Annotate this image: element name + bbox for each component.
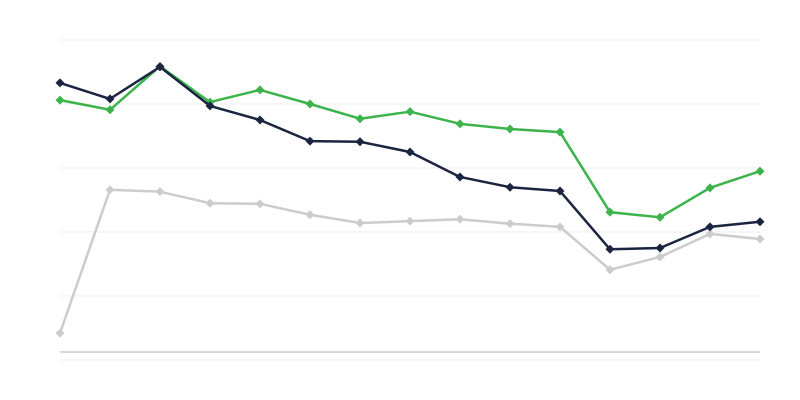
data-point[interactable] bbox=[255, 199, 265, 209]
data-point[interactable] bbox=[305, 210, 315, 220]
gridlines bbox=[60, 39, 760, 297]
data-point[interactable] bbox=[705, 229, 715, 239]
data-point[interactable] bbox=[305, 136, 315, 146]
data-point[interactable] bbox=[355, 218, 365, 228]
data-point[interactable] bbox=[55, 95, 65, 105]
data-point[interactable] bbox=[505, 219, 515, 229]
data-point[interactable] bbox=[405, 107, 415, 117]
series-3 bbox=[55, 62, 765, 254]
data-point[interactable] bbox=[155, 187, 165, 197]
data-point[interactable] bbox=[155, 62, 165, 72]
data-point[interactable] bbox=[455, 214, 465, 224]
series-group bbox=[55, 61, 765, 338]
data-point[interactable] bbox=[205, 101, 215, 111]
data-point[interactable] bbox=[755, 234, 765, 244]
data-point[interactable] bbox=[355, 137, 365, 147]
data-point[interactable] bbox=[755, 166, 765, 176]
data-point[interactable] bbox=[605, 244, 615, 254]
data-point[interactable] bbox=[505, 182, 515, 192]
data-point[interactable] bbox=[605, 265, 615, 275]
data-point[interactable] bbox=[555, 127, 565, 137]
data-point[interactable] bbox=[455, 119, 465, 129]
data-point[interactable] bbox=[755, 217, 765, 227]
series-line bbox=[58, 188, 761, 334]
data-point[interactable] bbox=[405, 147, 415, 157]
series-line bbox=[59, 64, 761, 219]
series-2 bbox=[55, 61, 765, 222]
data-point[interactable] bbox=[455, 172, 465, 182]
data-point[interactable] bbox=[655, 212, 665, 222]
data-point[interactable] bbox=[105, 105, 115, 115]
data-point[interactable] bbox=[255, 115, 265, 125]
data-point[interactable] bbox=[105, 94, 115, 104]
data-point[interactable] bbox=[105, 185, 115, 195]
data-point[interactable] bbox=[505, 124, 515, 134]
data-point[interactable] bbox=[655, 252, 665, 262]
series-1 bbox=[55, 185, 765, 338]
data-point[interactable] bbox=[405, 216, 415, 226]
data-point[interactable] bbox=[555, 186, 565, 196]
data-point[interactable] bbox=[255, 85, 265, 95]
data-point[interactable] bbox=[355, 114, 365, 124]
data-point[interactable] bbox=[555, 222, 565, 232]
data-point[interactable] bbox=[55, 328, 65, 338]
data-point[interactable] bbox=[55, 78, 65, 88]
data-point[interactable] bbox=[705, 222, 715, 232]
data-point[interactable] bbox=[305, 99, 315, 109]
data-point[interactable] bbox=[605, 207, 615, 217]
data-point[interactable] bbox=[705, 183, 715, 193]
data-point[interactable] bbox=[205, 198, 215, 208]
data-point[interactable] bbox=[655, 243, 665, 253]
